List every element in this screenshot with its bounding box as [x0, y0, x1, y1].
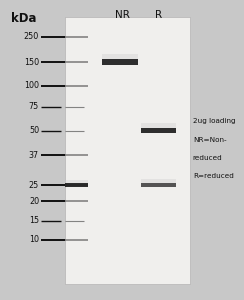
Text: reduced: reduced [193, 154, 223, 160]
Text: 75: 75 [29, 102, 39, 111]
Text: 25: 25 [29, 181, 39, 190]
Text: NR: NR [115, 11, 129, 20]
Text: 250: 250 [24, 32, 39, 41]
Text: kDa: kDa [11, 12, 37, 25]
Bar [65, 180, 88, 187]
Text: 15: 15 [29, 216, 39, 225]
Text: 10: 10 [29, 236, 39, 244]
Bar [141, 124, 176, 133]
Bar [102, 59, 138, 65]
Text: R: R [155, 11, 162, 20]
Text: 100: 100 [24, 81, 39, 90]
Text: 150: 150 [24, 58, 39, 67]
Bar [65, 16, 190, 283]
Bar [141, 179, 176, 187]
Text: 37: 37 [29, 151, 39, 160]
Text: 2ug loading: 2ug loading [193, 118, 235, 124]
Bar [141, 183, 176, 187]
Text: NR=Non-: NR=Non- [193, 136, 226, 142]
Bar [102, 54, 138, 65]
Text: 50: 50 [29, 126, 39, 135]
Text: R=reduced: R=reduced [193, 172, 234, 178]
Bar [141, 128, 176, 133]
Text: 20: 20 [29, 196, 39, 206]
Bar [65, 183, 88, 187]
